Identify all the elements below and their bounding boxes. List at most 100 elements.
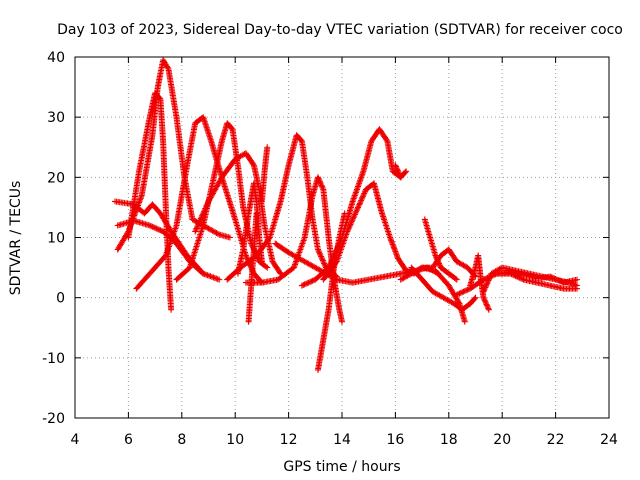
data-point xyxy=(199,211,206,218)
data-point xyxy=(485,305,492,312)
data-point xyxy=(319,183,326,190)
series-track-24 xyxy=(493,269,580,286)
x-tick-label: 16 xyxy=(386,432,404,448)
data-point xyxy=(457,289,464,296)
data-point xyxy=(332,275,339,282)
data-point xyxy=(487,273,494,280)
data-point xyxy=(345,227,351,234)
data-point xyxy=(138,193,145,200)
data-point xyxy=(481,296,488,302)
data-point xyxy=(481,287,488,294)
data-point xyxy=(148,223,155,230)
data-point xyxy=(391,245,398,252)
data-point xyxy=(483,301,490,308)
data-point xyxy=(315,247,322,254)
data-point xyxy=(196,219,202,226)
data-point xyxy=(482,300,489,306)
data-point xyxy=(403,168,410,175)
data-point xyxy=(309,277,316,284)
data-point xyxy=(402,169,409,176)
data-point xyxy=(355,203,362,209)
data-point xyxy=(361,189,368,196)
data-point xyxy=(226,234,233,241)
data-point xyxy=(471,295,478,302)
y-tick-label: -10 xyxy=(42,351,65,367)
data-point xyxy=(465,286,472,293)
data-point xyxy=(216,276,223,283)
data-point xyxy=(200,270,207,277)
data-point xyxy=(348,220,355,226)
data-point xyxy=(354,205,361,212)
data-point xyxy=(485,306,492,313)
data-point xyxy=(389,241,396,248)
x-tick-label: 14 xyxy=(333,432,351,448)
data-point xyxy=(330,253,337,260)
series-track-17 xyxy=(392,162,410,181)
data-point xyxy=(482,298,489,305)
data-point xyxy=(395,169,402,175)
data-point xyxy=(315,246,321,253)
data-point xyxy=(460,288,467,295)
y-tick-label: 40 xyxy=(47,50,65,66)
data-point xyxy=(157,227,164,234)
data-point xyxy=(355,204,361,211)
data-point xyxy=(347,221,354,228)
data-point xyxy=(573,276,580,283)
data-point xyxy=(484,302,491,309)
data-point xyxy=(383,137,390,143)
data-point xyxy=(266,235,272,242)
data-point xyxy=(549,274,556,281)
data-point xyxy=(461,288,468,294)
data-point xyxy=(304,280,311,287)
data-point xyxy=(315,174,321,181)
data-point xyxy=(214,230,221,237)
data-point xyxy=(276,269,283,276)
data-marks xyxy=(112,57,580,373)
data-point xyxy=(350,215,356,222)
data-point xyxy=(193,225,200,232)
data-point xyxy=(452,275,459,282)
data-point xyxy=(486,274,493,281)
x-tick-label: 22 xyxy=(547,432,565,448)
data-point xyxy=(321,260,328,267)
data-point xyxy=(346,222,353,229)
data-point xyxy=(317,252,324,259)
data-point xyxy=(459,289,466,296)
data-point xyxy=(483,283,489,290)
data-point xyxy=(263,263,270,270)
data-point xyxy=(472,294,479,301)
series-track-4 xyxy=(125,90,175,313)
data-point xyxy=(199,269,205,276)
data-point xyxy=(168,306,175,313)
data-point xyxy=(552,276,559,282)
data-point xyxy=(392,249,399,256)
data-point xyxy=(258,258,265,265)
data-point xyxy=(210,274,217,281)
data-point xyxy=(319,185,326,191)
data-point xyxy=(150,224,157,231)
data-point xyxy=(298,137,305,144)
y-axis-label: SDTVAR / TECUs xyxy=(8,181,24,296)
data-point xyxy=(453,276,460,283)
data-point xyxy=(301,281,308,288)
data-point xyxy=(199,212,206,219)
data-point xyxy=(417,265,424,272)
data-point xyxy=(305,279,312,286)
series-track-19 xyxy=(421,216,460,283)
data-point xyxy=(393,165,400,171)
data-point xyxy=(551,275,558,282)
data-point xyxy=(329,256,336,262)
data-point xyxy=(556,277,563,284)
data-point xyxy=(317,179,324,186)
data-point xyxy=(228,125,235,132)
data-point xyxy=(204,199,211,206)
data-point xyxy=(480,276,487,283)
data-point xyxy=(264,144,271,151)
data-point xyxy=(197,217,204,223)
data-point xyxy=(192,228,199,235)
data-point xyxy=(332,248,339,255)
data-point xyxy=(356,200,363,207)
data-point xyxy=(197,215,204,222)
data-point xyxy=(153,225,160,232)
